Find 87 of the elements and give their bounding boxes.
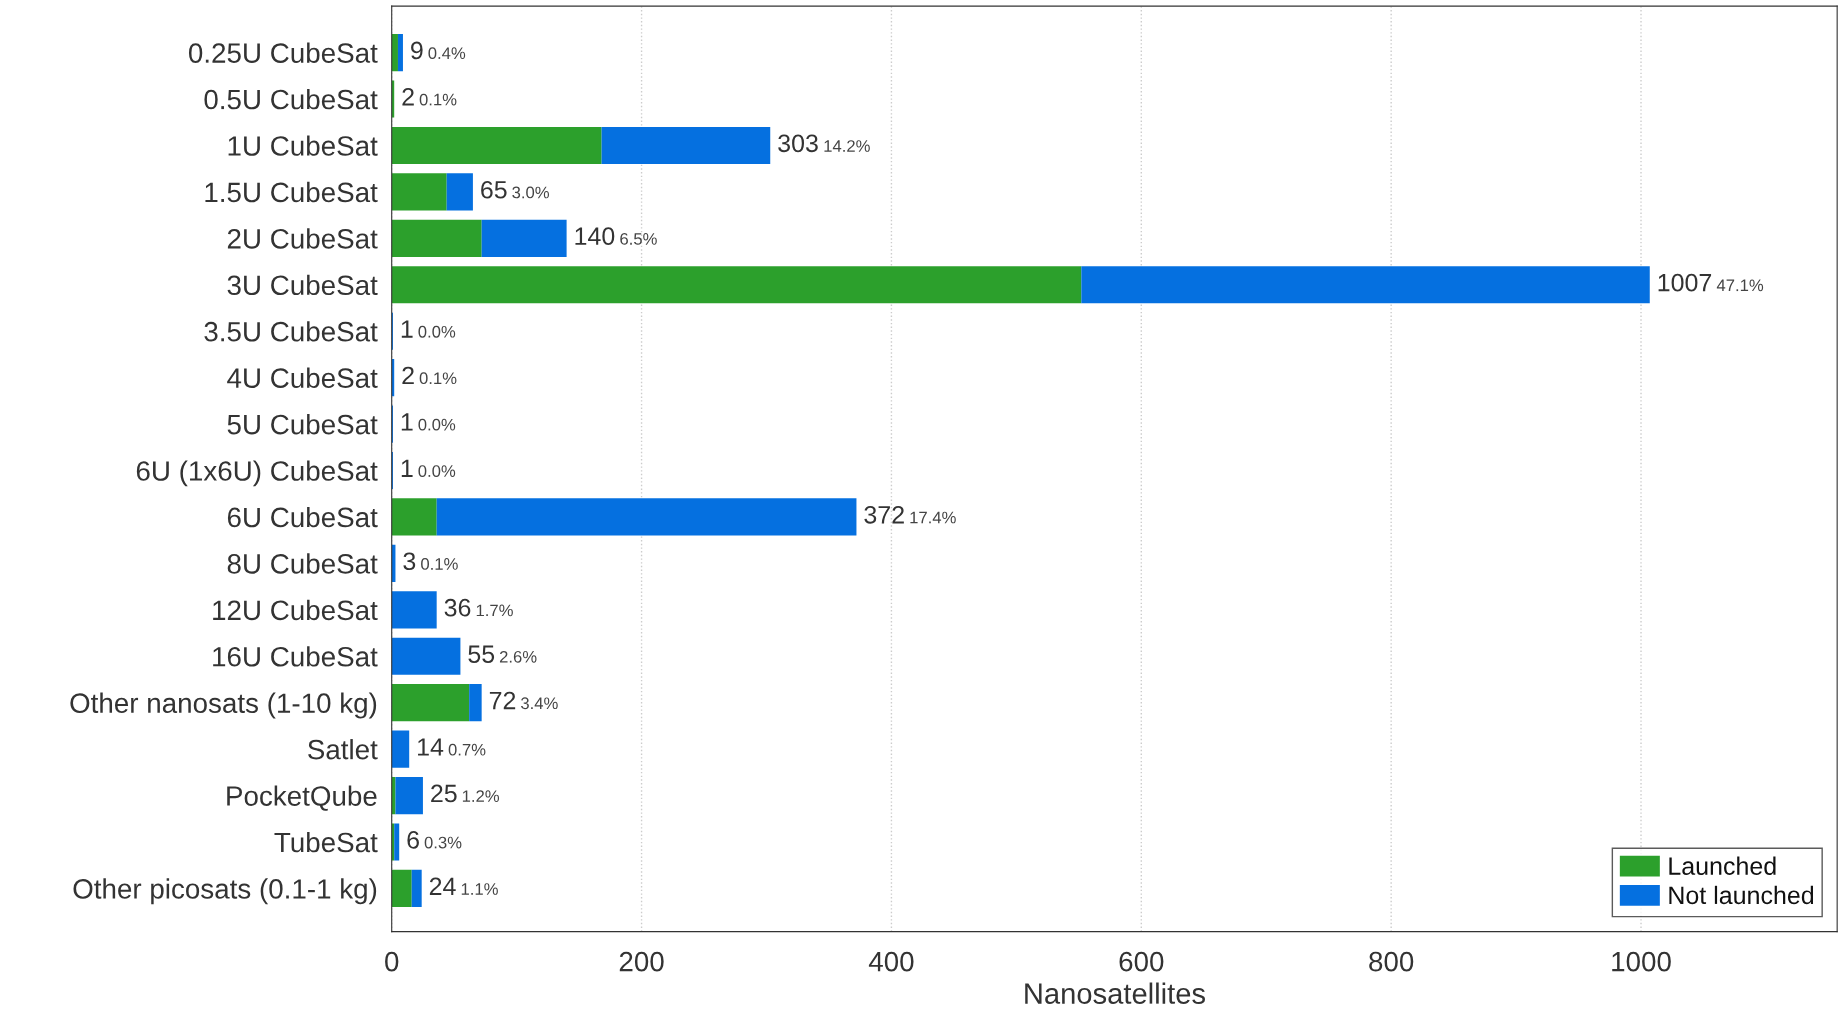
annotation: 0.0% — [418, 465, 456, 477]
annotation: 17.4% — [910, 511, 956, 524]
legend-label: Launched — [1669, 856, 1776, 875]
x-axis-title: Nanosatellites — [1025, 982, 1205, 1004]
x-tick-label: 200 — [619, 951, 664, 972]
bar — [601, 126, 771, 165]
annotation: 1.1% — [461, 883, 498, 895]
legend-label: Not launched — [1669, 885, 1814, 905]
y-tick-label: 0.25U CubeSat — [188, 42, 378, 63]
y-tick-label: PocketQube — [227, 785, 377, 811]
total-label: 303 — [778, 134, 818, 153]
bar — [391, 498, 437, 536]
total-label: 55 — [468, 645, 495, 663]
annotation: 2.6% — [499, 650, 537, 663]
bar — [391, 730, 410, 768]
bar — [395, 776, 423, 815]
bar — [391, 34, 398, 72]
annotation: 47.1% — [1716, 279, 1764, 292]
y-tick-label: 0.5U CubeSat — [204, 88, 378, 110]
bar — [391, 591, 437, 629]
total-label: 1007 — [1658, 273, 1712, 292]
total-label: 6 — [407, 831, 419, 849]
bar — [446, 173, 473, 211]
total-label: 25 — [431, 784, 457, 803]
annotation: 3.4% — [520, 697, 558, 710]
bar — [481, 219, 567, 257]
y-tick-label: 1.5U CubeSat — [205, 181, 378, 203]
y-tick-label: 16U CubeSat — [213, 646, 378, 667]
bar — [391, 173, 447, 211]
x-tick-label: 1000 — [1612, 951, 1671, 972]
bar — [391, 219, 482, 257]
total-label: 36 — [444, 598, 471, 617]
y-tick-label: 8U CubeSat — [227, 553, 378, 574]
total-label: 2 — [402, 88, 414, 106]
y-tick-label: 3.5U CubeSat — [204, 321, 378, 342]
total-label: 65 — [481, 180, 507, 199]
annotation: 0.0% — [418, 418, 456, 431]
y-tick-label: 2U CubeSat — [227, 228, 378, 249]
total-label: 140 — [575, 227, 615, 246]
bar — [411, 869, 422, 907]
y-tick-label: 12U CubeSat — [213, 599, 378, 621]
x-tick-label: 0 — [385, 951, 399, 972]
total-label: 2 — [402, 366, 414, 385]
annotation: 0.1% — [419, 372, 457, 385]
y-tick-label: 3U CubeSat — [227, 274, 378, 296]
annotation: 0.1% — [419, 93, 457, 106]
annotation: 6.5% — [620, 233, 657, 245]
y-tick-label: 6U (1x6U) CubeSat — [136, 460, 378, 487]
total-label: 1 — [401, 413, 413, 431]
bar — [391, 684, 470, 722]
bar — [391, 869, 412, 907]
total-label: 24 — [429, 877, 456, 895]
annotation: 0.1% — [421, 558, 458, 570]
annotation: 0.3% — [424, 836, 462, 849]
bar — [394, 823, 400, 861]
annotation: 0.4% — [428, 47, 466, 60]
x-tick-label: 400 — [868, 951, 914, 972]
bar — [469, 684, 482, 722]
annotation: 1.2% — [462, 790, 500, 802]
bar — [1081, 266, 1650, 304]
y-tick-label: 5U CubeSat — [227, 414, 378, 435]
y-tick-label: 1U CubeSat — [228, 135, 378, 156]
total-label: 14 — [418, 738, 444, 756]
total-label: 9 — [411, 41, 423, 60]
annotation: 3.0% — [512, 186, 549, 199]
bar — [397, 34, 403, 72]
annotation: 14.2% — [824, 140, 870, 152]
total-label: 372 — [864, 505, 904, 524]
x-tick-label: 600 — [1119, 951, 1164, 972]
bar — [391, 266, 1082, 304]
total-label: 72 — [489, 691, 516, 710]
y-tick-label: TubeSat — [274, 831, 378, 853]
y-tick-label: Other nanosats (1-10 kg) — [70, 692, 377, 719]
bar — [391, 126, 602, 165]
total-label: 1 — [401, 320, 413, 338]
bar — [436, 498, 857, 536]
annotation: 0.0% — [418, 325, 456, 338]
y-tick-label: Satlet — [308, 739, 378, 760]
y-tick-label: Other picosats (0.1-1 kg) — [73, 878, 377, 905]
total-label: 3 — [403, 552, 416, 571]
annotation: 0.7% — [448, 743, 486, 756]
total-label: 1 — [401, 459, 413, 477]
annotation: 1.7% — [476, 604, 513, 617]
y-tick-label: 4U CubeSat — [227, 367, 378, 388]
x-tick-label: 800 — [1369, 951, 1414, 972]
y-tick-label: 6U CubeSat — [227, 506, 378, 528]
bar — [391, 637, 461, 675]
